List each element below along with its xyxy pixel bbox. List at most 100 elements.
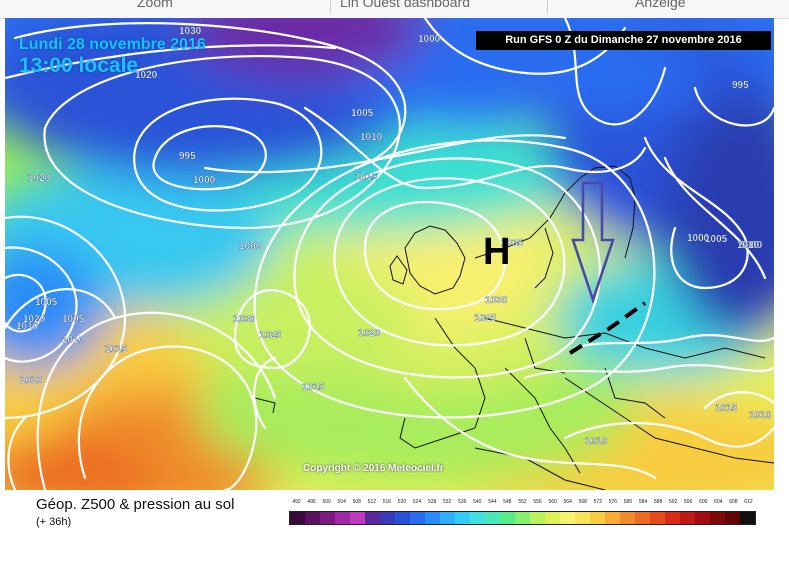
scale-swatch bbox=[710, 512, 725, 524]
isobar-label: 1000 bbox=[687, 233, 710, 244]
browser-tab-anzeige[interactable]: Anzeige bbox=[635, 0, 686, 10]
scale-swatch bbox=[635, 512, 650, 524]
front-arrow bbox=[571, 181, 615, 305]
isobar-label: 995 bbox=[732, 80, 749, 91]
isobar-label: 1030 bbox=[179, 26, 202, 37]
tab-separator bbox=[547, 0, 548, 14]
forecast-time: 13:00 locale bbox=[19, 54, 139, 77]
isobar-label: 1000 bbox=[418, 34, 441, 45]
isobar-label: 1000 bbox=[193, 175, 216, 186]
scale-label: 508 bbox=[352, 499, 361, 505]
scale-label: 592 bbox=[668, 499, 678, 505]
scale-label: 576 bbox=[608, 499, 618, 505]
scale-swatch bbox=[305, 512, 320, 524]
scale-swatch bbox=[290, 512, 305, 524]
scale-swatch bbox=[365, 512, 380, 524]
browser-tab-strip: Zoom Lin Ouest dashboard Anzeige bbox=[0, 0, 789, 19]
front-line bbox=[568, 301, 647, 355]
scale-swatch bbox=[680, 512, 695, 524]
scale-swatch bbox=[500, 512, 515, 524]
scale-swatch bbox=[350, 512, 365, 524]
isobar-label: 1020 bbox=[358, 328, 381, 339]
weather-map-canvas: 1030102010009951000100510101015100510101… bbox=[5, 18, 774, 490]
isobar-label: 1015 bbox=[715, 403, 738, 414]
isobar-label: 1015 bbox=[302, 382, 325, 393]
scale-swatch bbox=[695, 512, 710, 524]
color-scale-bar bbox=[289, 511, 756, 525]
isobar-label: 1000 bbox=[740, 240, 763, 251]
browser-tab-dashboard[interactable]: Lin Ouest dashboard bbox=[340, 0, 470, 10]
scale-label: 492 bbox=[292, 499, 301, 505]
weather-map: 1030 1020 1000 995 1000 1005 1010 1015 1005 1010 1… bbox=[5, 18, 774, 490]
scale-swatch bbox=[665, 512, 680, 524]
isobar-label: 1005 bbox=[351, 108, 374, 119]
scale-swatch bbox=[530, 512, 545, 524]
isobar-label: 1020 bbox=[135, 70, 158, 81]
isobar-label: 1010 bbox=[585, 436, 608, 447]
isobar-label: 1000 bbox=[239, 241, 262, 252]
model-run-label: Run GFS 0 Z du Dimanche 27 novembre 2016 bbox=[476, 31, 771, 50]
isobar-label: 1005 bbox=[62, 314, 85, 325]
scale-swatch bbox=[440, 512, 455, 524]
scale-swatch bbox=[605, 512, 620, 524]
isobar-label: 1010 bbox=[16, 321, 39, 332]
scale-swatch bbox=[425, 512, 440, 524]
scale-label: 580 bbox=[623, 499, 633, 505]
isobar-label: 1035 bbox=[501, 238, 524, 249]
isobar-label: 1005 bbox=[35, 297, 58, 308]
scale-swatch bbox=[485, 512, 500, 524]
scale-label: 512 bbox=[367, 499, 377, 505]
scale-swatch bbox=[380, 512, 395, 524]
scale-label: 552 bbox=[518, 499, 527, 505]
scale-label: 600 bbox=[699, 499, 708, 505]
isobar-label: 1025 bbox=[259, 330, 282, 341]
legend-subtitle: (+ 36h) bbox=[36, 516, 72, 528]
scale-swatch bbox=[740, 512, 755, 524]
scale-swatch bbox=[395, 512, 410, 524]
scale-label: 548 bbox=[503, 499, 512, 505]
isobar-label: 1010 bbox=[360, 132, 383, 143]
scale-swatch bbox=[410, 512, 425, 524]
scale-label: 524 bbox=[412, 499, 422, 505]
scale-swatch bbox=[560, 512, 575, 524]
scale-label: 572 bbox=[593, 499, 602, 505]
isobar-label: 1010 bbox=[20, 375, 43, 386]
isobar-label: 1015 bbox=[355, 172, 378, 183]
browser-tab-zoom[interactable]: Zoom bbox=[137, 0, 173, 10]
scale-label: 560 bbox=[548, 499, 557, 505]
scale-label: 516 bbox=[382, 499, 392, 505]
scale-label: 584 bbox=[638, 499, 648, 505]
scale-label: 604 bbox=[714, 499, 723, 505]
scale-label: 528 bbox=[427, 499, 437, 505]
high-pressure-label: H bbox=[483, 231, 510, 273]
scale-label: 544 bbox=[488, 499, 497, 505]
scale-swatch bbox=[335, 512, 350, 524]
scale-label: 520 bbox=[397, 499, 407, 505]
scale-swatch bbox=[575, 512, 590, 524]
scale-label: 612 bbox=[744, 499, 753, 505]
scale-label: 500 bbox=[322, 499, 331, 505]
map-legend: Géop. Z500 & pression au sol (+ 36h) 492… bbox=[0, 490, 789, 567]
scale-label: 540 bbox=[473, 499, 482, 505]
scale-label: 532 bbox=[443, 499, 452, 505]
scale-swatch bbox=[455, 512, 470, 524]
tab-separator bbox=[330, 0, 331, 14]
isobar-label: 1010 bbox=[737, 240, 760, 251]
color-scale-labels: 492 496 500 504 508 512 516 520 524 528 532 536 540 5… bbox=[285, 499, 757, 509]
scale-label: 564 bbox=[563, 499, 572, 505]
scale-label: 608 bbox=[729, 499, 738, 505]
isobar-label: 1020 bbox=[28, 173, 51, 184]
scale-label: 588 bbox=[653, 499, 663, 505]
isobar-label: 1030 bbox=[233, 314, 256, 325]
isobar-label: 1010 bbox=[749, 410, 772, 421]
scale-swatch bbox=[650, 512, 665, 524]
scale-swatch bbox=[320, 512, 335, 524]
legend-title: Géop. Z500 & pression au sol bbox=[36, 496, 235, 513]
forecast-date: Lundi 28 novembre 2016 bbox=[19, 36, 206, 53]
scale-label: 504 bbox=[337, 499, 346, 505]
copyright-text: Copyright © 2016 Meteociel.fr bbox=[303, 463, 444, 474]
scale-label: 556 bbox=[533, 499, 542, 505]
scale-label: 496 bbox=[307, 499, 316, 505]
scale-label: 536 bbox=[458, 499, 467, 505]
isobar-label: 1010 bbox=[62, 335, 85, 346]
